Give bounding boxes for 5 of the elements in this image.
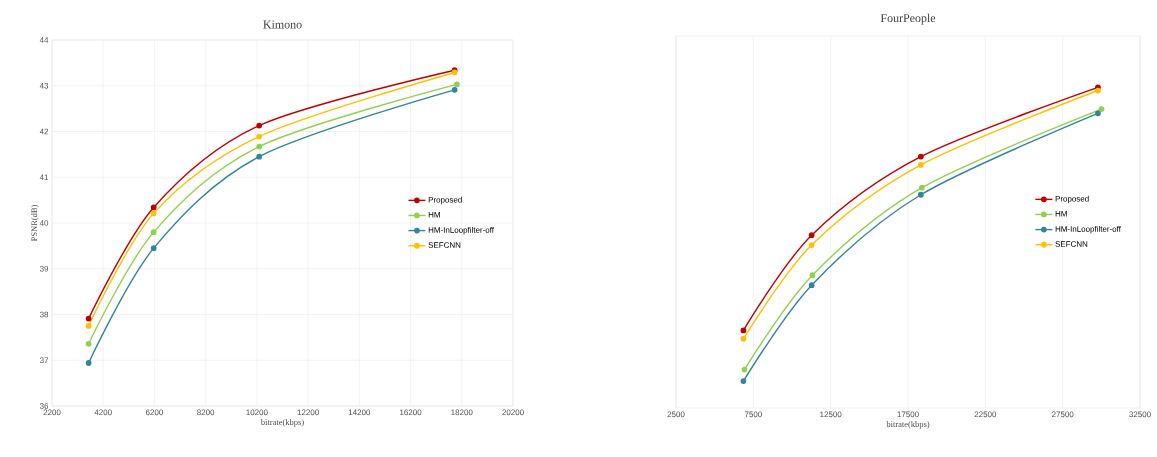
chart-title: Kimono — [263, 20, 302, 29]
x-axis-title: bitrate(kbps) — [260, 419, 304, 427]
chart-title: FourPeople — [880, 13, 936, 25]
x-axis-title: bitrate(kbps) — [886, 421, 930, 429]
y-axis-title: PSNR(dB) — [31, 205, 39, 242]
